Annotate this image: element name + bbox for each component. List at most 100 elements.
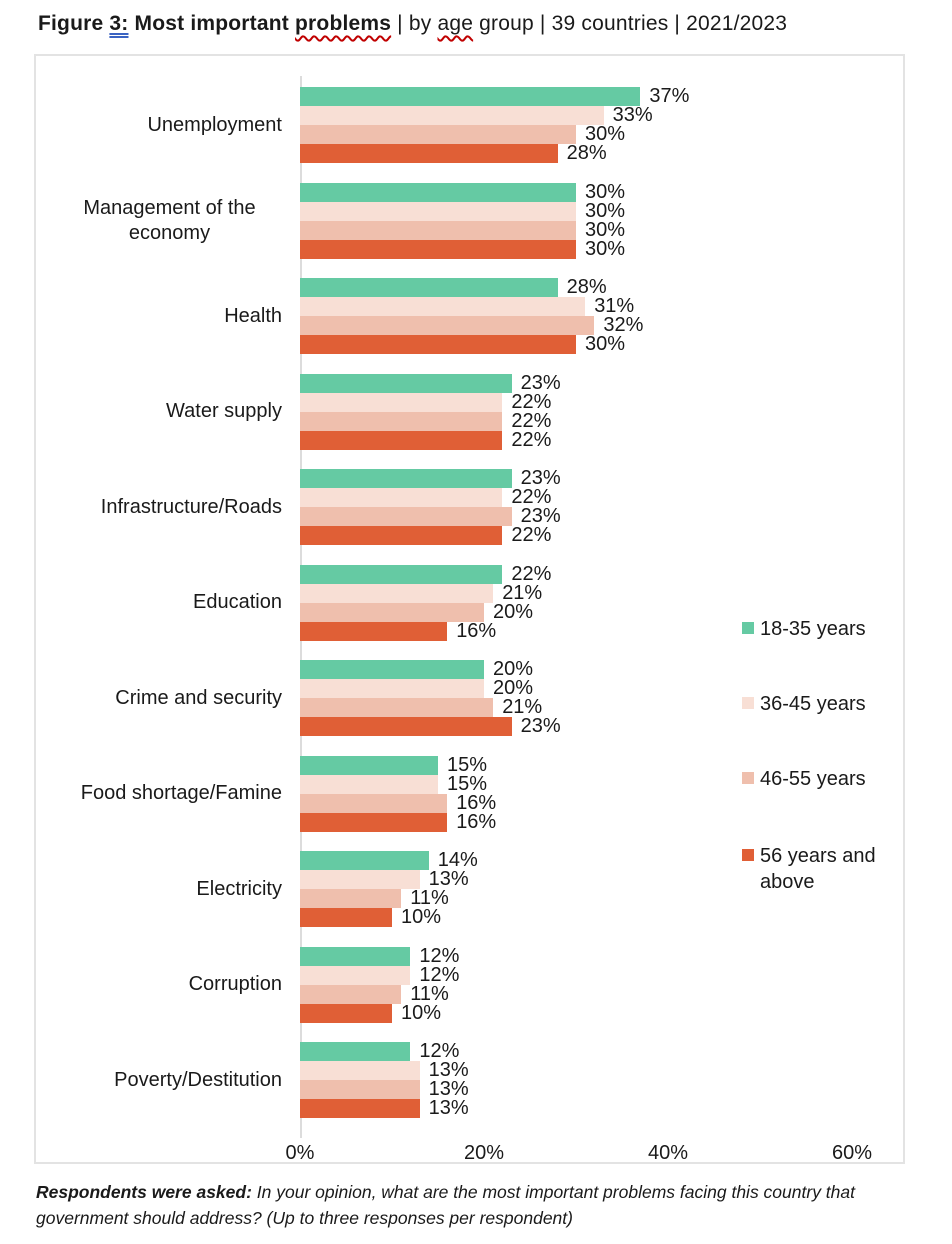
bar (300, 411, 503, 431)
bar (300, 1080, 420, 1099)
bar (300, 278, 558, 297)
bar-row: 12% (300, 965, 903, 985)
category-label: Management of the economy (83, 196, 256, 244)
category-label: Poverty/Destitution (114, 1068, 282, 1091)
bar (300, 583, 494, 603)
title-segment: age (437, 12, 474, 35)
bar-value-label: 23% (520, 371, 561, 394)
bar (300, 488, 503, 507)
bar-row: 23% (300, 371, 903, 394)
bar (300, 526, 503, 545)
bar-row: 28% (300, 276, 903, 298)
category-label-cell: Unemployment (36, 87, 282, 163)
bar-group: 20% 20% 21% 23% (300, 659, 903, 737)
bar-row: 30% (300, 334, 903, 354)
category-group: Water supply 23% 22% 22% 22% (36, 371, 903, 450)
category-label-cell: Water supply (36, 374, 282, 450)
bar (300, 564, 503, 584)
bar-row: 22% (300, 486, 903, 508)
bar-group: 15% 15% 16% 16% (300, 755, 903, 832)
bar-group: 30% 30% 30% 30% (300, 180, 903, 259)
category-label: Education (193, 591, 282, 613)
bar (300, 660, 484, 679)
bar-group: 37% 33% 30% 28% (300, 86, 903, 163)
legend-item: 46-55 years (742, 766, 866, 792)
figure-title: Figure 3: Most important problems | by a… (38, 12, 787, 36)
category-label: Food shortage/Famine (80, 782, 282, 804)
category-label-cell: Infrastructure/Roads (36, 469, 282, 545)
bar (300, 87, 641, 106)
bar-group: 28% 31% 32% 30% (300, 276, 903, 354)
bar-value-label: 30% (585, 199, 626, 222)
bar-value-label: 21% (502, 581, 543, 604)
title-segment: 3: (109, 12, 129, 35)
bar-row: 16% (300, 812, 903, 832)
bar-row: 37% (300, 86, 903, 106)
bar (300, 1003, 392, 1023)
bar-row: 15% (300, 772, 903, 795)
bar-row: 22% (300, 524, 903, 546)
bar-value-label: 15% (447, 772, 488, 795)
bar (300, 698, 494, 717)
bar-value-label: 11% (410, 887, 449, 909)
bar-value-label: 30% (585, 180, 626, 203)
bar-row: 12% (300, 944, 903, 967)
bar (300, 507, 512, 526)
bar (300, 851, 429, 870)
bar (300, 717, 512, 736)
bar-value-label: 20% (493, 600, 534, 623)
category-label: Infrastructure/Roads (100, 495, 282, 518)
bar-value-label: 23% (520, 715, 561, 737)
bar-row: 23% (300, 715, 903, 737)
legend-label: 18-35 years (760, 618, 866, 640)
bar-value-label: 12% (419, 944, 460, 967)
category-group: Management of the economy 30% 30% 30% 30% (36, 180, 903, 259)
bar-row: 21% (300, 581, 903, 604)
bar-row: 20% (300, 659, 903, 679)
bar-row: 16% (300, 793, 903, 813)
bar-row: 22% (300, 392, 903, 412)
bar (300, 755, 438, 775)
x-axis-tick: 0% (285, 1142, 315, 1164)
chart-footnote: Respondents were asked: In your opinion,… (36, 1180, 928, 1232)
bar (300, 793, 448, 813)
bar-row: 20% (300, 678, 903, 698)
bar-row: 21% (300, 697, 903, 717)
bar-group: 14% 13% 11% 10% (300, 850, 903, 927)
legend-label: 46-55 years (760, 768, 866, 790)
bar-row: 30% (300, 123, 903, 145)
bar (300, 679, 484, 698)
category-group: Poverty/Destitution 12% 13% 13% 13% (36, 1040, 903, 1119)
bar-value-label: 12% (419, 1040, 460, 1062)
legend-item: 18-35 years (742, 616, 866, 642)
title-segment: problems (295, 12, 392, 35)
legend-label: 56 years and above (760, 845, 876, 893)
bar-value-label: 28% (566, 276, 607, 298)
bar (300, 946, 411, 966)
bar-value-label: 30% (585, 123, 626, 145)
bar-value-label: 10% (401, 1001, 442, 1024)
bar (300, 1099, 420, 1118)
x-axis-tick: 40% (647, 1142, 689, 1164)
bar-row: 13% (300, 1097, 903, 1119)
bar (300, 889, 402, 908)
category-group: Food shortage/Famine 15% 15% 16% 16% (36, 755, 903, 832)
bar-value-label: 22% (511, 524, 552, 546)
bar (300, 297, 586, 316)
bar-row: 30% (300, 220, 903, 240)
category-label-cell: Corruption (36, 947, 282, 1023)
bar-row: 30% (300, 239, 903, 259)
bar-group: 22% 21% 20% 16% (300, 564, 903, 641)
bar (300, 392, 503, 412)
bar-value-label: 13% (428, 1059, 469, 1081)
bar (300, 602, 484, 622)
bar-row: 14% (300, 850, 903, 870)
bar-group: 12% 13% 13% 13% (300, 1040, 903, 1119)
bar (300, 965, 411, 985)
bar-value-label: 22% (511, 486, 552, 508)
bar-row: 20% (300, 600, 903, 623)
bar (300, 220, 576, 240)
footnote-lead: Respondents were asked: (36, 1182, 252, 1202)
category-label: Unemployment (147, 113, 282, 136)
bar-value-label: 13% (428, 1097, 469, 1119)
